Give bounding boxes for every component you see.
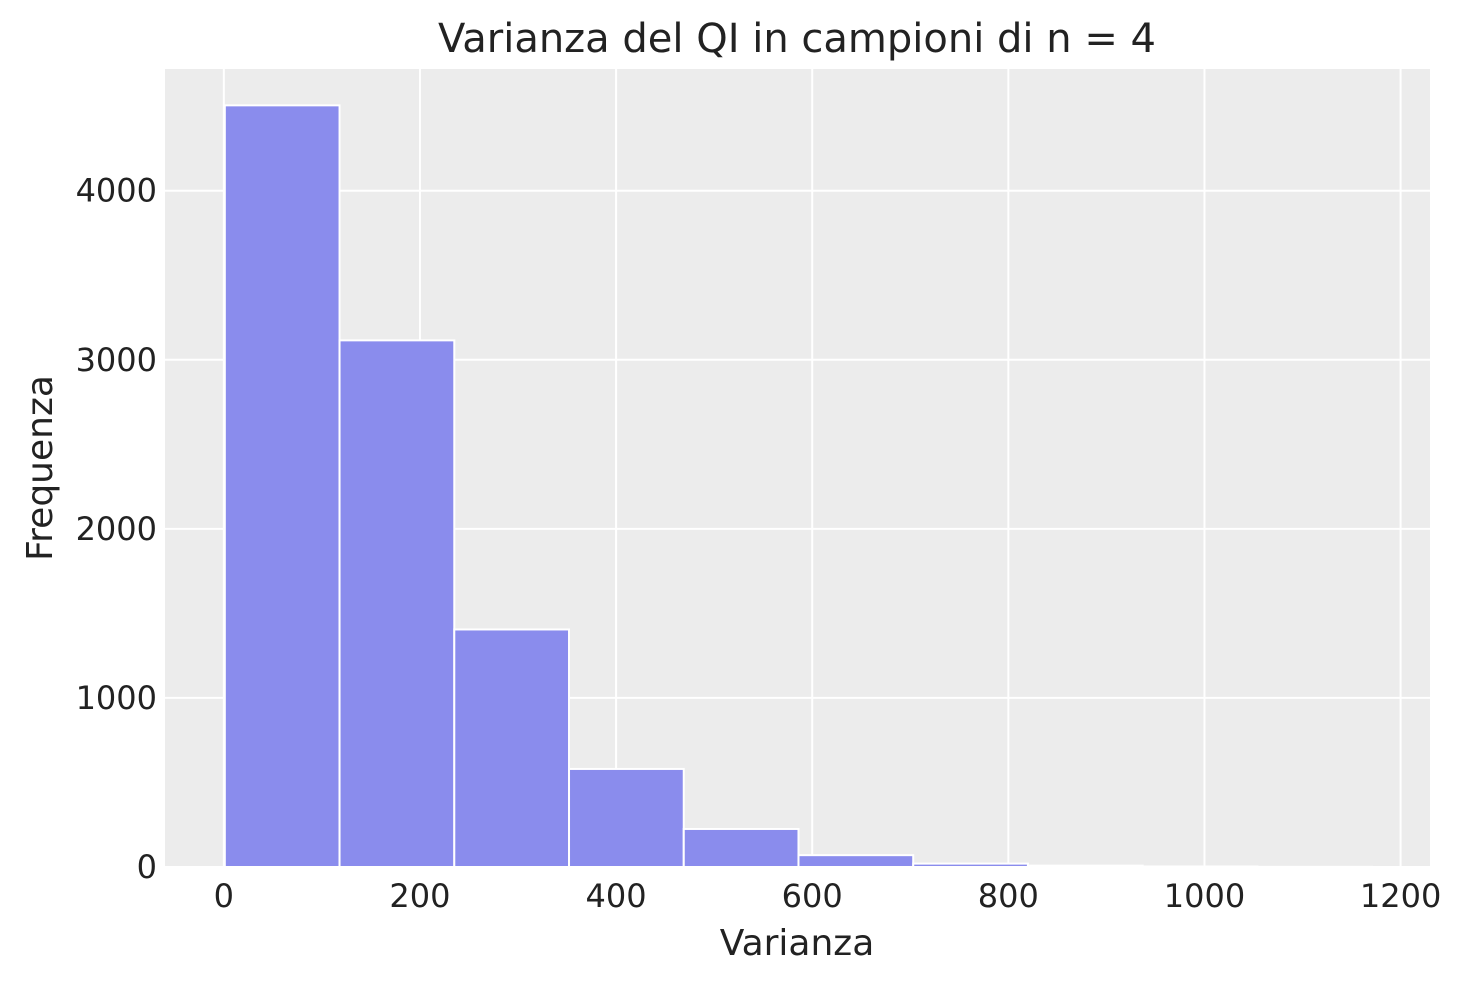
x-tick-label: 1200 — [1360, 877, 1441, 915]
x-tick-label: 0 — [214, 877, 234, 915]
histogram-bar — [223, 104, 341, 869]
histogram-bar — [453, 628, 571, 868]
y-tick-label: 0 — [137, 848, 157, 886]
x-tick-label: 200 — [389, 877, 450, 915]
histogram-bar — [912, 862, 1029, 869]
y-tick-label: 4000 — [76, 172, 157, 210]
chart-title: Varianza del QI in campioni di n = 4 — [438, 16, 1156, 62]
histogram-bar — [338, 339, 456, 868]
histogram-bars — [223, 104, 1374, 869]
histogram-bar — [1026, 864, 1144, 869]
histogram-bar — [682, 827, 800, 868]
x-axis-ticks: 0 200 400 600 800 1000 1200 — [214, 877, 1442, 915]
x-tick-label: 800 — [978, 877, 1039, 915]
y-axis-label: Frequenza — [20, 375, 61, 561]
x-tick-label: 400 — [586, 877, 647, 915]
x-tick-label: 600 — [782, 877, 843, 915]
x-axis-label: Varianza — [720, 923, 875, 964]
histogram-bar — [797, 854, 915, 869]
y-axis-ticks: 0 1000 2000 3000 4000 — [76, 172, 157, 886]
y-tick-label: 3000 — [76, 341, 157, 379]
y-tick-label: 2000 — [76, 510, 157, 548]
histogram-bar — [568, 767, 685, 868]
x-tick-label: 1000 — [1164, 877, 1245, 915]
histogram-bar — [1141, 865, 1259, 869]
y-tick-label: 1000 — [76, 679, 157, 717]
